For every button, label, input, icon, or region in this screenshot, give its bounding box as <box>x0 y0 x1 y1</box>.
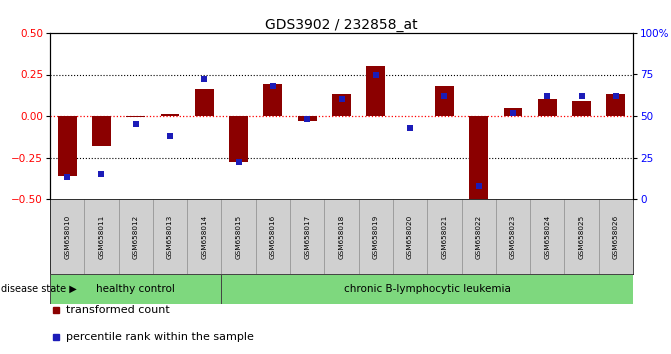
Text: disease state ▶: disease state ▶ <box>1 284 77 294</box>
Bar <box>324 199 358 274</box>
Bar <box>607 95 625 116</box>
Bar <box>366 66 385 116</box>
Bar <box>435 86 454 116</box>
Text: GSM658018: GSM658018 <box>338 215 344 259</box>
Bar <box>126 116 145 117</box>
Text: chronic B-lymphocytic leukemia: chronic B-lymphocytic leukemia <box>344 284 511 294</box>
Text: percentile rank within the sample: percentile rank within the sample <box>66 331 254 342</box>
Title: GDS3902 / 232858_at: GDS3902 / 232858_at <box>265 18 418 32</box>
Bar <box>229 116 248 162</box>
Bar <box>599 199 633 274</box>
Text: GSM658014: GSM658014 <box>201 215 207 259</box>
Text: GSM658020: GSM658020 <box>407 215 413 259</box>
Text: GSM658013: GSM658013 <box>167 215 173 259</box>
Text: GSM658021: GSM658021 <box>442 215 448 259</box>
Bar <box>221 274 633 304</box>
Bar <box>538 99 557 116</box>
Bar <box>462 199 496 274</box>
Bar <box>427 199 462 274</box>
Bar <box>332 95 351 116</box>
Bar <box>264 85 282 116</box>
Text: GSM658023: GSM658023 <box>510 215 516 259</box>
Bar <box>572 101 591 116</box>
Text: transformed count: transformed count <box>66 305 170 315</box>
Bar <box>58 116 76 176</box>
Text: healthy control: healthy control <box>97 284 175 294</box>
Bar <box>153 199 187 274</box>
Bar <box>195 90 214 116</box>
Bar <box>119 199 153 274</box>
Bar <box>160 114 179 116</box>
Bar <box>496 199 530 274</box>
Bar <box>221 199 256 274</box>
Text: GSM658022: GSM658022 <box>476 215 482 259</box>
Text: GSM658011: GSM658011 <box>99 215 105 259</box>
Text: GSM658017: GSM658017 <box>304 215 310 259</box>
Text: GSM658024: GSM658024 <box>544 215 550 259</box>
Bar <box>298 116 317 121</box>
Bar <box>469 116 488 202</box>
Text: GSM658015: GSM658015 <box>236 215 242 259</box>
Bar <box>530 199 564 274</box>
Bar <box>187 199 221 274</box>
Text: GSM658016: GSM658016 <box>270 215 276 259</box>
Bar <box>564 199 599 274</box>
Bar <box>393 199 427 274</box>
Bar <box>50 199 85 274</box>
Bar <box>92 116 111 146</box>
Bar <box>85 199 119 274</box>
Text: GSM658026: GSM658026 <box>613 215 619 259</box>
Text: GSM658019: GSM658019 <box>373 215 379 259</box>
Bar <box>358 199 393 274</box>
Bar <box>503 108 523 116</box>
Bar <box>256 199 290 274</box>
Text: GSM658025: GSM658025 <box>578 215 584 259</box>
Text: GSM658010: GSM658010 <box>64 215 70 259</box>
Bar <box>50 274 221 304</box>
Bar <box>290 199 324 274</box>
Text: GSM658012: GSM658012 <box>133 215 139 259</box>
